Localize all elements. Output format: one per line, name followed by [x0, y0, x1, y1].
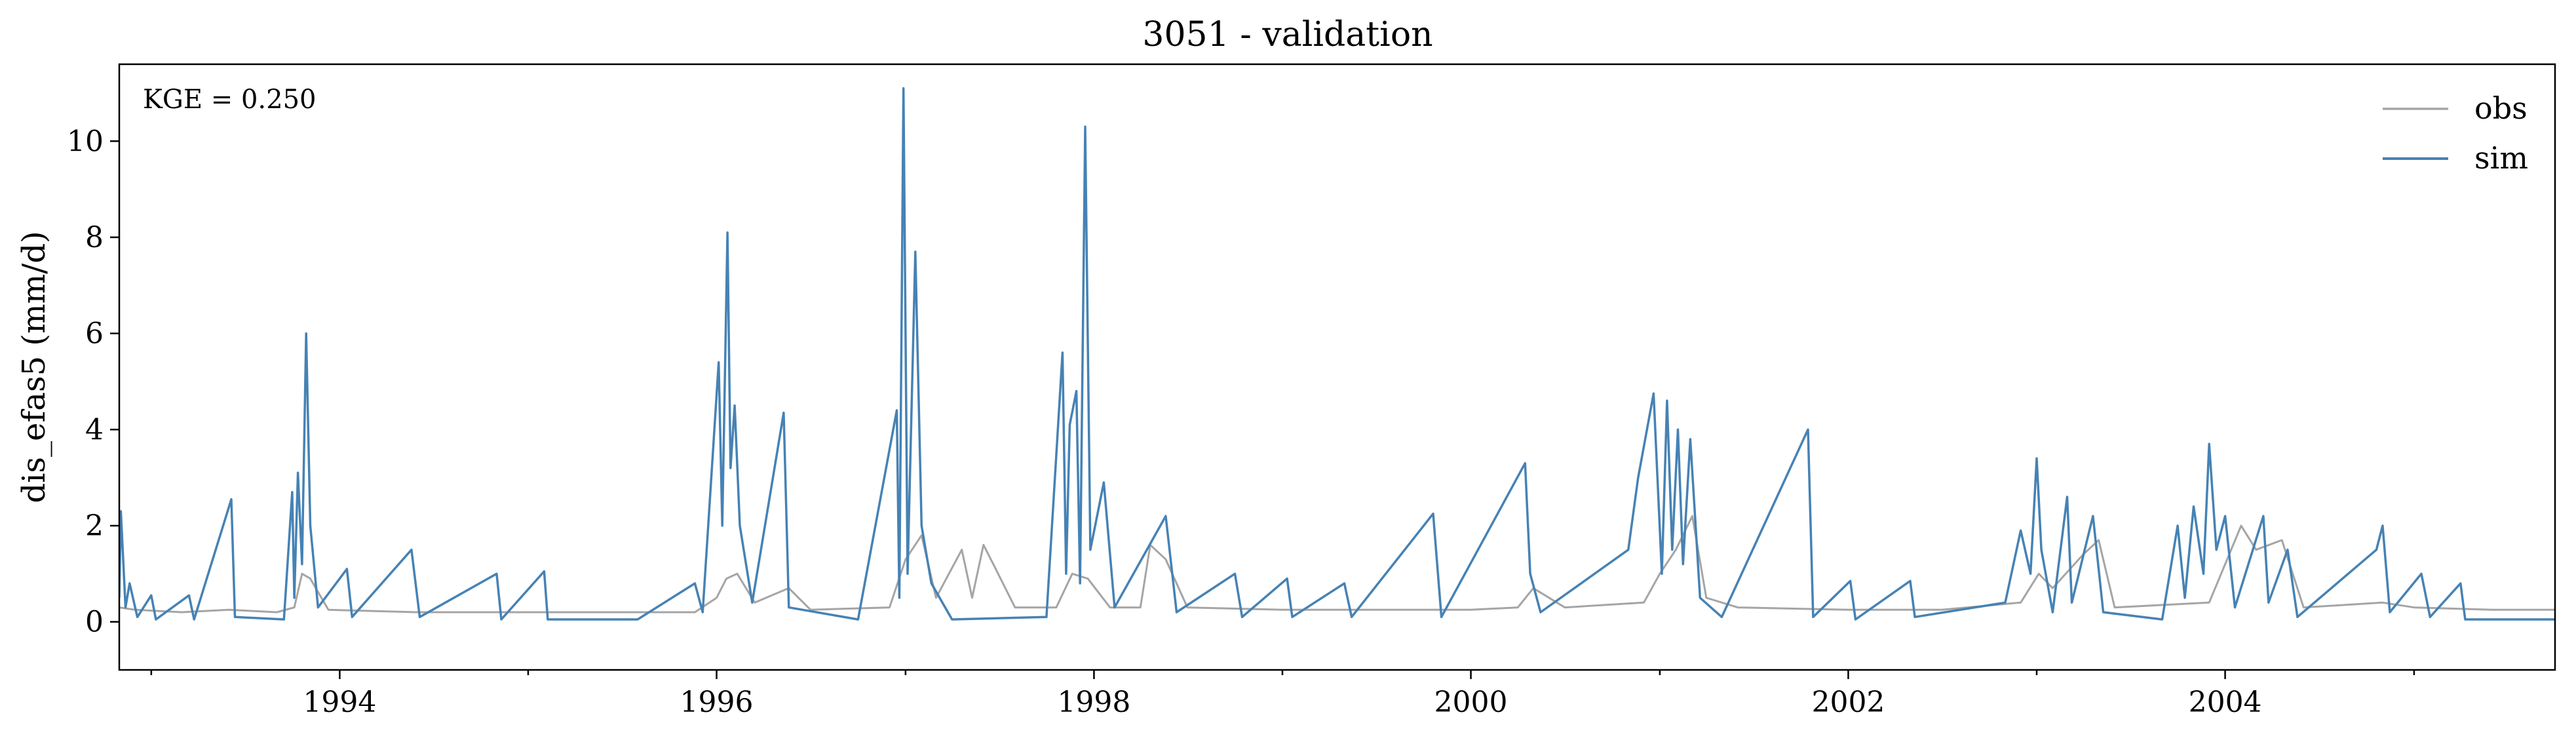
kge-annotation: KGE = 0.250	[143, 85, 317, 115]
y-tick-label: 8	[85, 221, 104, 254]
x-tick-label: 2002	[1811, 686, 1885, 719]
legend-label-sim: sim	[2474, 140, 2528, 176]
y-tick-label: 6	[85, 317, 104, 351]
x-tick-label: 1998	[1057, 686, 1130, 719]
x-tick-label: 1994	[303, 686, 376, 719]
x-tick-label: 2004	[2189, 686, 2262, 719]
y-tick-label: 10	[67, 125, 104, 158]
x-tick-label: 1996	[680, 686, 754, 719]
legend-label-obs: obs	[2474, 90, 2528, 126]
x-tick-label: 2000	[1434, 686, 1508, 719]
y-axis: 0 2 4 6 8 10	[67, 125, 119, 639]
plot-frame	[118, 63, 2556, 671]
y-tick-label: 0	[85, 606, 104, 639]
plot-area	[118, 63, 2556, 671]
chart-title: 3051 - validation	[1142, 15, 1432, 54]
y-tick-label: 2	[85, 509, 104, 543]
y-tick-label: 4	[85, 413, 104, 446]
y-axis-label: dis_efas5 (mm/d)	[16, 231, 52, 503]
series-line-sim	[119, 87, 2555, 621]
legend: obs sim	[2383, 90, 2528, 176]
series-lines	[119, 87, 2555, 621]
x-axis: 1994 1996 1998 2000 2002 2004	[150, 670, 2415, 719]
series-line-obs	[119, 515, 2555, 614]
